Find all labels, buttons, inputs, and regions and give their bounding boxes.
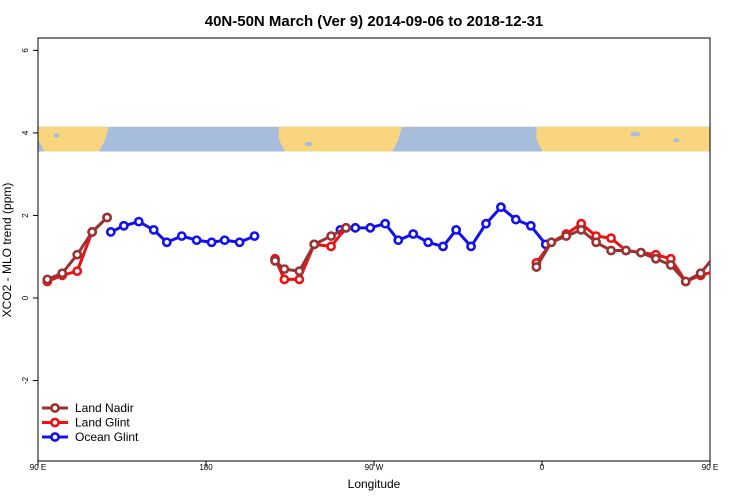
data-point (576, 224, 587, 235)
legend-marker (50, 417, 60, 428)
data-point (466, 241, 476, 252)
data-point (438, 241, 448, 252)
data-point (72, 266, 83, 277)
inland-water (304, 141, 313, 147)
data-point (408, 229, 419, 239)
data-point (423, 237, 434, 248)
data-point (481, 218, 491, 229)
legend-item: Land Glint (42, 416, 130, 430)
data-point (191, 235, 202, 246)
data-point (531, 262, 542, 272)
data-point (326, 241, 336, 252)
inland-water (630, 131, 641, 137)
series-line (745, 222, 750, 243)
data-point (341, 222, 351, 233)
data-point (279, 274, 290, 285)
data-point (393, 235, 404, 246)
data-point (176, 231, 187, 241)
data-point (105, 227, 116, 237)
legend-marker (50, 432, 60, 442)
data-point (727, 228, 734, 235)
data-point (350, 222, 361, 233)
data-point (57, 268, 68, 279)
data-point (510, 214, 521, 225)
y-tick-label: 6 (21, 48, 30, 53)
data-point (380, 218, 391, 229)
data-point (102, 212, 112, 223)
y-axis-label: XCO2 - MLO trend (ppm) (0, 183, 14, 318)
x-tick-label: 90 E (30, 463, 46, 472)
data-point (525, 220, 536, 231)
data-point (42, 274, 53, 285)
data-point (606, 233, 616, 244)
data-point (742, 214, 749, 221)
data-point (546, 237, 557, 248)
chart-title: 40N-50N March (Ver 9) 2014-09-06 to 2018… (205, 13, 544, 30)
legend-item: Ocean Glint (42, 430, 139, 444)
data-point (561, 231, 572, 241)
data-point (636, 247, 646, 258)
data-point (665, 260, 676, 270)
legend-label: Land Glint (75, 416, 130, 430)
data-point (118, 220, 129, 231)
data-point (234, 237, 245, 248)
land-mass (38, 126, 109, 152)
data-point (279, 264, 290, 275)
series-ocean-glint (105, 202, 750, 252)
data-point (326, 231, 336, 241)
legend-marker (50, 403, 60, 413)
land-mass (536, 126, 710, 152)
y-tick-label: 0 (21, 295, 30, 300)
y-axis: -2 0 2 4 6 (21, 48, 38, 384)
data-point (680, 276, 691, 287)
data-point (727, 228, 734, 235)
y-tick-label: 4 (21, 130, 30, 135)
data-point (742, 216, 749, 223)
world-map-strip (38, 126, 710, 152)
data-point (206, 237, 217, 248)
data-point (72, 249, 83, 260)
x-tick-label: 90 W (365, 463, 384, 472)
data-point (87, 227, 98, 237)
data-point (712, 251, 719, 258)
series-layer (42, 202, 750, 287)
x-tick-label: 90 E (702, 463, 718, 472)
data-point (249, 231, 260, 241)
data-point (451, 224, 462, 235)
data-point (496, 202, 506, 213)
inland-water (673, 138, 680, 143)
data-point (621, 245, 631, 256)
data-point (742, 228, 749, 235)
data-point (695, 268, 706, 279)
data-point (365, 222, 376, 233)
data-point (270, 255, 280, 266)
legend-item: Land Nadir (42, 401, 134, 415)
data-point (148, 224, 159, 235)
data-point (591, 237, 602, 248)
land-mass (278, 126, 402, 152)
y-tick-label: 2 (21, 213, 30, 218)
data-point (133, 216, 144, 227)
data-point (294, 266, 305, 277)
data-point (294, 274, 305, 285)
inland-water (53, 133, 60, 138)
data-point (650, 253, 661, 264)
x-tick-label: 180 (199, 463, 213, 472)
y-tick-label: -2 (21, 376, 30, 384)
data-point (606, 245, 616, 256)
data-point (219, 235, 230, 246)
data-point (712, 268, 719, 275)
data-point (161, 237, 172, 248)
x-axis: 90 E 180 90 W 0 90 E (30, 461, 718, 472)
legend-label: Land Nadir (75, 401, 134, 415)
series-land-nadir (42, 212, 749, 287)
inland-water (188, 136, 194, 142)
x-tick-label: 0 (540, 463, 545, 472)
x-axis-label: Longitude (348, 477, 401, 491)
data-point (309, 239, 320, 250)
legend-label: Ocean Glint (75, 430, 139, 444)
